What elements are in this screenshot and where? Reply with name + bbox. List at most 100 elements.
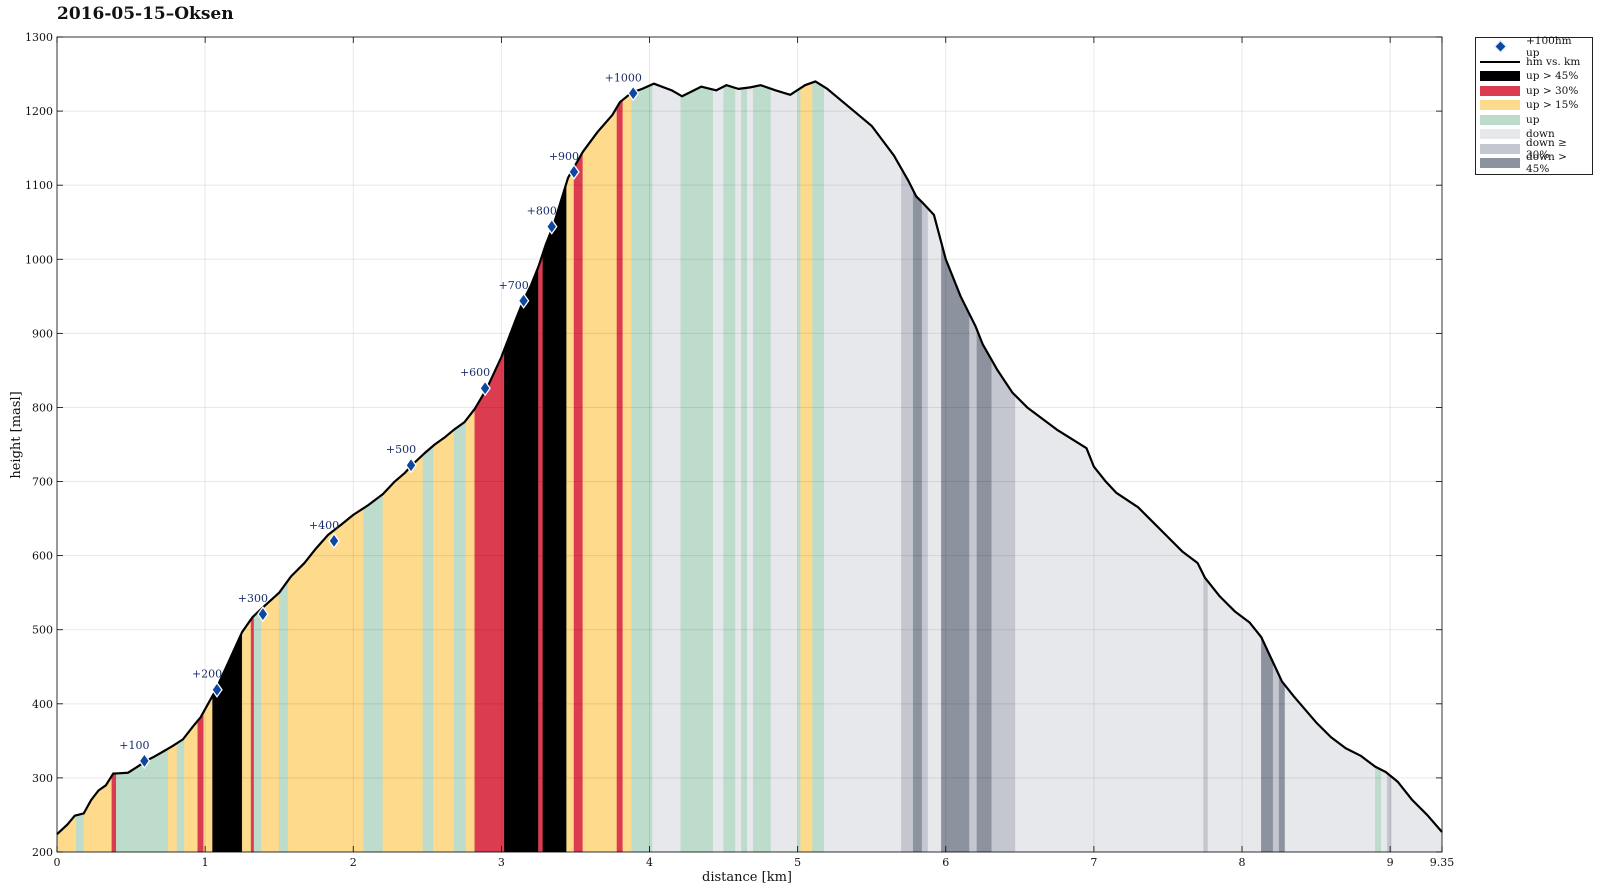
x-tick-label: 7 xyxy=(1090,856,1097,869)
segment-up-gt-15 xyxy=(56,815,77,853)
segment-up-gt-15 xyxy=(167,742,178,853)
x-tick-label: 9.35 xyxy=(1430,856,1455,869)
marker-label: +200 xyxy=(192,668,222,681)
segment-up xyxy=(253,608,262,853)
y-tick-label: 400 xyxy=(32,698,53,711)
legend-entry: hm vs. km xyxy=(1480,55,1588,70)
segment-up xyxy=(741,87,748,853)
y-tick-label: 500 xyxy=(32,624,53,637)
marker-label: +700 xyxy=(498,279,528,292)
segment-down xyxy=(747,86,754,853)
segment-up-gt-15 xyxy=(800,82,813,853)
legend-entry: up > 30% xyxy=(1480,84,1588,99)
axes xyxy=(56,36,1443,853)
x-tick-label: 5 xyxy=(794,856,801,869)
marker-diamond xyxy=(328,532,340,549)
legend-label: down > 45% xyxy=(1526,151,1567,176)
legend-swatch xyxy=(1480,158,1520,169)
x-tick-label: 9 xyxy=(1387,856,1394,869)
segment-up-gt-15 xyxy=(83,775,113,853)
marker-diamond xyxy=(479,380,491,397)
segment-up-gt-45 xyxy=(504,266,539,853)
segment-down-gt-45 xyxy=(976,329,992,853)
marker-diamond xyxy=(211,681,223,698)
segment-up xyxy=(176,736,185,853)
tick-labels: 0 1 2 3 4 5 6 7 8 9 9.35 200 300 400 500 600 700 800 900 10… xyxy=(25,31,1454,869)
marker-label: +1000 xyxy=(605,71,642,84)
y-tick-label: 300 xyxy=(32,772,53,785)
segment-down-ge-30 xyxy=(921,201,929,853)
marker-diamond xyxy=(568,163,580,180)
segment-down-gt-45 xyxy=(912,190,923,853)
segment-up-gt-30 xyxy=(111,773,117,853)
legend-swatch xyxy=(1480,57,1520,67)
segment-up-gt-30 xyxy=(616,99,624,853)
y-tick-label: 800 xyxy=(32,401,53,414)
legend-label: up > 30% xyxy=(1526,84,1579,97)
legend-swatch xyxy=(1480,85,1520,96)
x-tick-label: 2 xyxy=(350,856,357,869)
legend-swatch xyxy=(1480,100,1520,111)
y-axis-label: height [masl] xyxy=(9,391,24,478)
legend-entry: up > 15% xyxy=(1480,98,1588,113)
segment-up-gt-30 xyxy=(538,253,544,853)
segment-up xyxy=(753,84,772,853)
segment-down xyxy=(824,86,902,853)
segment-down-ge-30 xyxy=(1203,574,1209,853)
segment-up-gt-15 xyxy=(184,720,198,853)
gradient-segments xyxy=(56,81,1443,853)
segment-up xyxy=(422,445,434,853)
segment-up-gt-15 xyxy=(382,454,424,853)
segment-down-ge-30 xyxy=(969,314,978,853)
segment-up xyxy=(1375,766,1382,853)
x-tick-label: 6 xyxy=(942,856,949,869)
segment-up-gt-30 xyxy=(573,151,584,853)
marker-label: +900 xyxy=(549,150,579,163)
segment-down-ge-30 xyxy=(1386,772,1392,853)
legend-label: up xyxy=(1526,113,1540,126)
segment-up-gt-15 xyxy=(566,166,575,853)
segment-down xyxy=(1284,684,1376,853)
legend-swatch xyxy=(1480,114,1520,125)
segment-down xyxy=(735,87,742,853)
marker-diamond xyxy=(545,218,558,235)
marker-diamond xyxy=(138,752,151,769)
segment-up-gt-30 xyxy=(474,349,505,853)
marker-label: +600 xyxy=(460,366,490,379)
segment-down-ge-30 xyxy=(901,167,914,853)
legend-label: up > 15% xyxy=(1526,99,1579,112)
legend-entry: +100hm up xyxy=(1480,35,1588,59)
y-tick-label: 1200 xyxy=(25,105,53,118)
chart-title: 2016-05-15–Oksen xyxy=(57,4,234,24)
segment-up-gt-15 xyxy=(582,106,618,853)
legend-entry: up xyxy=(1480,113,1588,128)
x-axis-label: distance [km] xyxy=(702,870,792,885)
elevation-line-layer xyxy=(56,80,1443,836)
legend-label: down xyxy=(1526,128,1555,141)
x-tick-label: 0 xyxy=(54,856,61,869)
segment-down-ge-30 xyxy=(1272,662,1280,853)
marker-label: +100 xyxy=(119,739,149,752)
grid-lines xyxy=(57,37,1442,852)
segment-up-gt-15 xyxy=(261,592,280,853)
segment-up xyxy=(278,579,289,853)
segment-up xyxy=(812,81,825,853)
elevation-line xyxy=(56,80,1443,836)
legend-entry: down ≥ 30% xyxy=(1480,137,1588,161)
segment-up-gt-30 xyxy=(197,711,204,853)
x-tick-label: 8 xyxy=(1239,856,1246,869)
marker-label: +400 xyxy=(309,519,339,532)
marker-diamond xyxy=(257,606,269,623)
y-tick-label: 700 xyxy=(32,476,53,489)
legend-swatch xyxy=(1480,129,1520,140)
legend-label: hm vs. km xyxy=(1526,55,1581,68)
segment-down xyxy=(1381,769,1388,853)
segment-up xyxy=(723,84,736,853)
segment-down xyxy=(1391,776,1443,853)
y-tick-label: 1300 xyxy=(25,31,53,44)
legend-swatch xyxy=(1480,42,1520,52)
segment-up-gt-15 xyxy=(241,618,252,853)
x-tick-label: 1 xyxy=(202,856,209,869)
segment-up-gt-15 xyxy=(287,507,364,853)
legend-entry: up > 45% xyxy=(1480,69,1588,84)
